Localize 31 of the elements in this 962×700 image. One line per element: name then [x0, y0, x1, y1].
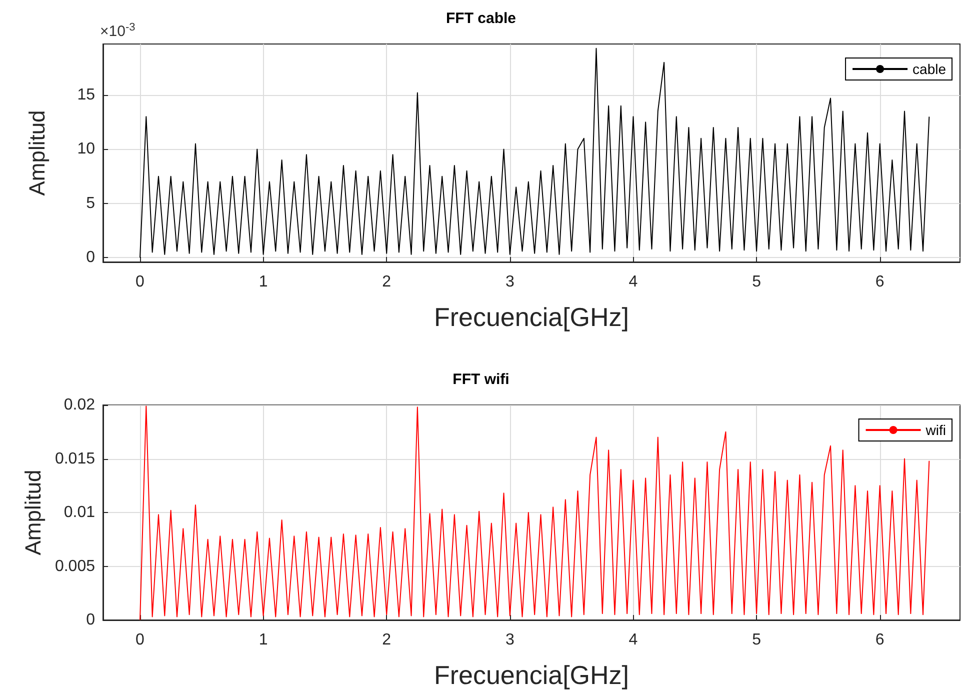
legend-label: wifi [924, 422, 946, 438]
y-axis-title: Amplitud [20, 470, 46, 556]
y-tick-label: 15 [77, 86, 96, 104]
x-tick-label: 4 [628, 632, 638, 648]
x-axis-title: Frecuencia[GHz] [434, 302, 630, 332]
chart-title: FFT wifi [452, 371, 510, 388]
x-tick-label: 2 [382, 274, 392, 290]
y-tick-label: 0.005 [54, 558, 96, 575]
chart-title: FFT cable [446, 10, 516, 27]
x-tick-label: 0 [136, 274, 145, 290]
y-axis-title: Amplitud [24, 110, 50, 196]
y-tick-label: 0 [86, 612, 96, 628]
x-tick-label: 5 [752, 632, 762, 648]
x-tick-label: 1 [258, 632, 268, 648]
legend-label: cable [912, 61, 946, 77]
x-tick-label: 3 [505, 632, 514, 648]
x-tick-label: 6 [875, 632, 884, 648]
y-tick-label: 0.015 [54, 450, 96, 468]
x-tick-label: 1 [258, 274, 268, 290]
y-tick-label: 5 [86, 194, 96, 212]
x-tick-label: 0 [136, 632, 145, 648]
x-tick-label: 2 [382, 632, 392, 648]
y-tick-label: 0 [86, 249, 96, 266]
x-tick-label: 4 [628, 274, 638, 290]
y-tick-label: 0.02 [64, 396, 96, 414]
y-tick-label: 10 [77, 140, 96, 158]
x-tick-label: 6 [875, 274, 884, 290]
x-tick-label: 5 [752, 274, 762, 290]
x-tick-label: 3 [505, 274, 514, 290]
x-axis-title: Frecuencia[GHz] [434, 660, 630, 690]
y-tick-label: 0.01 [64, 504, 96, 521]
